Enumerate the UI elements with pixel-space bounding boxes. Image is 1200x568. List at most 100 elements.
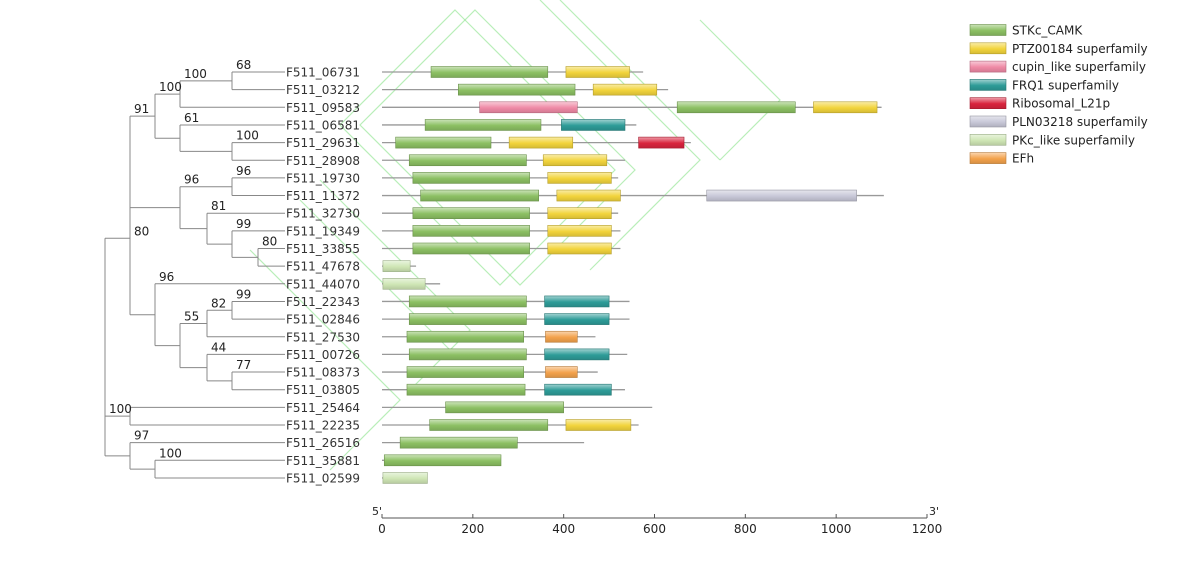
gene-row — [382, 207, 619, 219]
bootstrap-value: 44 — [211, 340, 226, 354]
bootstrap-value: 96 — [184, 173, 199, 187]
domain-FRQ1 — [544, 313, 610, 325]
domain-PTZ00184 — [547, 242, 612, 255]
gene-label: F511_08373 — [286, 366, 360, 380]
gene-label: F511_32730 — [286, 207, 360, 221]
length-axis: 0 200 400 600 800 1000 1200 5' 3' — [372, 505, 942, 536]
domain-cupin_like — [479, 101, 578, 114]
domain-FRQ1 — [561, 119, 626, 131]
gene-label: F511_00726 — [286, 348, 360, 362]
gene-row — [382, 242, 621, 255]
gene-row — [382, 401, 653, 414]
gene-row — [382, 313, 630, 325]
domain-PTZ00184 — [547, 207, 612, 219]
legend-swatch — [969, 24, 1007, 36]
bootstrap-value: 100 — [159, 446, 182, 460]
gene-label: F511_19730 — [286, 171, 360, 185]
axis-tick-label: 800 — [734, 522, 757, 536]
gene-row — [382, 330, 596, 343]
gene-label: F511_28908 — [286, 154, 360, 168]
bootstrap-value: 100 — [159, 80, 182, 94]
gene-row — [382, 348, 628, 361]
gene-label: F511_03212 — [286, 83, 360, 97]
gene-row — [382, 172, 619, 184]
watermark-shape — [339, 9, 616, 286]
legend-label: FRQ1 superfamily — [1012, 78, 1119, 92]
gene-row — [382, 436, 585, 449]
bootstrap-value: 77 — [236, 358, 251, 372]
domain-EFh — [545, 366, 578, 378]
legend-item-PKc_like: PKc_like superfamily — [969, 133, 1135, 147]
gene-label: F511_11372 — [286, 189, 360, 203]
gene-row — [382, 101, 882, 114]
legend-item-FRQ1: FRQ1 superfamily — [969, 78, 1119, 92]
domain-STKc_CAMK — [412, 172, 530, 184]
gene-label: F511_47678 — [286, 260, 360, 274]
domain-STKc_CAMK — [383, 454, 502, 467]
legend-swatch — [969, 134, 1007, 146]
domain-PTZ00184 — [508, 136, 574, 149]
phylogenetic-tree — [104, 71, 285, 479]
bootstrap-value: 81 — [211, 199, 226, 213]
legend: STKc_CAMK PTZ00184 superfamily cupin_like … — [969, 24, 1148, 166]
domain-STKc_CAMK — [424, 119, 542, 131]
watermark-shape — [249, 249, 401, 471]
domain-STKc_CAMK — [412, 207, 530, 219]
gene-label: F511_44070 — [286, 277, 360, 291]
gene-label: F511_06581 — [286, 118, 360, 132]
legend-label: STKc_CAMK — [1012, 24, 1083, 38]
domain-STKc_CAMK — [429, 419, 549, 431]
gene-label: F511_27530 — [286, 330, 360, 344]
domain-STKc_CAMK — [408, 313, 527, 325]
legend-swatch — [969, 79, 1007, 91]
gene-label: F511_35881 — [286, 454, 360, 468]
legend-item-PTZ00184: PTZ00184 superfamily — [969, 42, 1148, 56]
bootstrap-value: 100 — [184, 67, 207, 81]
legend-label: EFh — [1012, 152, 1034, 166]
gene-row — [382, 419, 639, 431]
legend-item-cupin_like: cupin_like superfamily — [969, 60, 1146, 74]
domain-PTZ00184 — [542, 154, 608, 167]
legend-item-EFh: EFh — [969, 152, 1034, 166]
domain-FRQ1 — [544, 348, 610, 361]
watermark-shape — [559, 0, 721, 161]
gene-structures — [382, 66, 884, 484]
gene-row — [382, 366, 598, 378]
gene-row — [382, 277, 441, 290]
bootstrap-value: 97 — [134, 429, 149, 443]
gene-row — [382, 66, 644, 78]
legend-label: Ribosomal_L21p — [1012, 97, 1110, 111]
axis-end-label: 3' — [929, 505, 939, 518]
domain-STKc_CAMK — [406, 366, 524, 378]
legend-item-Ribosomal_L21p: Ribosomal_L21p — [969, 97, 1110, 111]
bootstrap-value: 91 — [134, 102, 149, 116]
domain-FRQ1 — [544, 295, 610, 308]
gene-row — [382, 154, 625, 167]
domain-STKc_CAMK — [445, 401, 564, 414]
legend-swatch — [969, 115, 1007, 128]
axis-tick-label: 600 — [643, 522, 666, 536]
gene-row — [382, 189, 884, 202]
legend-swatch — [969, 42, 1007, 55]
domain-PLN03218 — [706, 189, 857, 202]
domain-PTZ00184 — [565, 66, 630, 78]
domain-STKc_CAMK — [457, 83, 576, 96]
domain-PTZ00184 — [547, 172, 612, 184]
domain-STKc_CAMK — [399, 436, 518, 449]
bootstrap-value: 61 — [184, 111, 199, 125]
domain-STKc_CAMK — [406, 330, 524, 343]
gene-label: F511_02599 — [286, 471, 360, 485]
bootstrap-value: 99 — [236, 217, 251, 231]
gene-row — [382, 472, 428, 484]
gene-labels: F511_06731 F511_03212 F511_09583 F511_06581… — [286, 66, 360, 486]
domain-STKc_CAMK — [412, 225, 530, 237]
gene-row — [382, 225, 621, 237]
domain-PTZ00184 — [565, 419, 632, 431]
gene-label: F511_22235 — [286, 419, 360, 433]
legend-swatch — [969, 60, 1007, 73]
gene-row — [382, 383, 625, 396]
gene-row — [382, 260, 417, 272]
legend-swatch — [969, 97, 1007, 109]
watermark-shape — [299, 199, 451, 351]
